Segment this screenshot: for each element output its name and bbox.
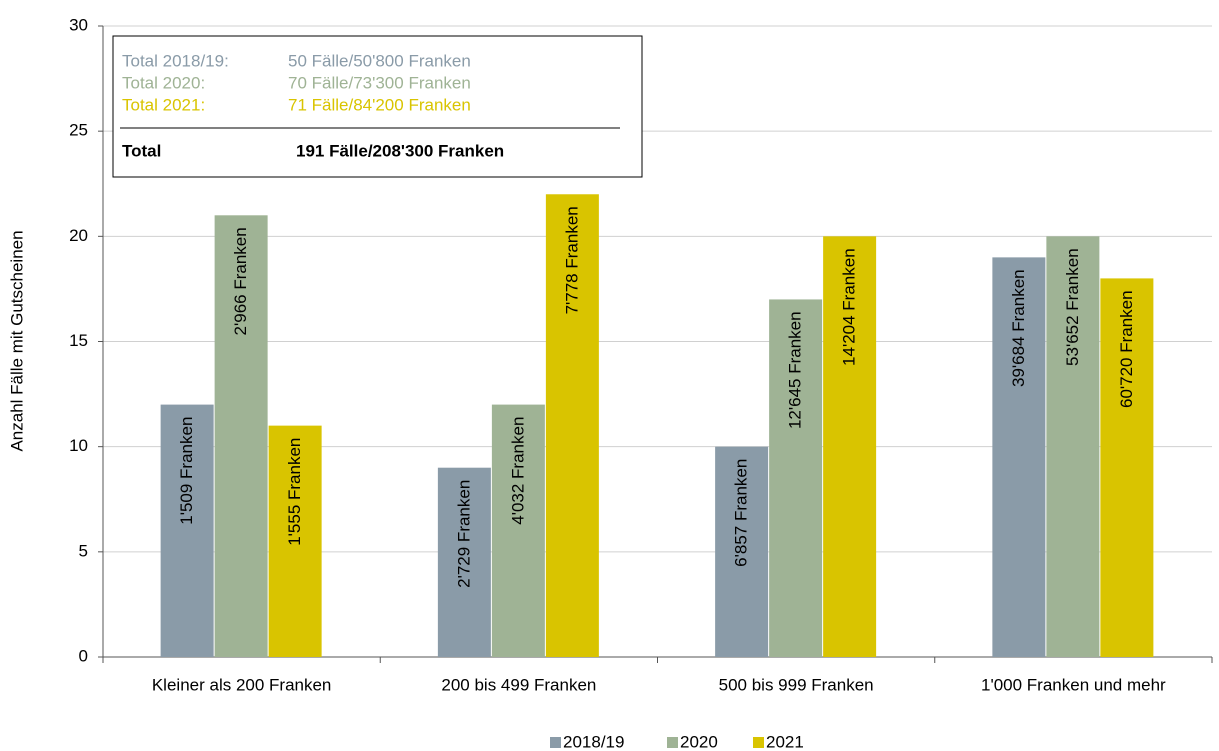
bar	[1100, 278, 1154, 657]
legend-label: 2020	[680, 732, 718, 751]
y-tick-label: 0	[79, 646, 88, 665]
summary-label: Total 2021:	[122, 95, 205, 114]
summary-value: 50 Fälle/50'800 Franken	[288, 51, 471, 70]
summary-value: 70 Fälle/73'300 Franken	[288, 73, 471, 92]
y-tick-label: 20	[69, 226, 88, 245]
summary-label: Total 2018/19:	[122, 51, 229, 70]
bar-label: 6'857 Franken	[732, 459, 751, 567]
x-tick-label: 500 bis 999 Franken	[719, 675, 874, 694]
bar-label: 4'032 Franken	[508, 417, 527, 525]
bar-label: 53'652 Franken	[1063, 248, 1082, 366]
bar-label: 2'729 Franken	[454, 480, 473, 588]
bar	[992, 257, 1046, 657]
bar	[545, 194, 599, 657]
summary-total-value: 191 Fälle/208'300 Franken	[296, 141, 504, 160]
bar-label: 7'778 Franken	[562, 206, 581, 314]
summary-total-label: Total	[122, 141, 161, 160]
bar-label: 1'509 Franken	[177, 417, 196, 525]
y-axis-title: Anzahl Fälle mit Gutscheinen	[7, 230, 26, 451]
bar	[437, 467, 491, 657]
bar-label: 1'555 Franken	[285, 438, 304, 546]
y-tick-label: 10	[69, 436, 88, 455]
summary-value: 71 Fälle/84'200 Franken	[288, 95, 471, 114]
bar	[160, 404, 214, 657]
bar	[769, 299, 823, 657]
bar	[1046, 236, 1100, 658]
y-tick-label: 5	[79, 541, 88, 560]
y-tick-label: 30	[69, 15, 88, 34]
legend-label: 2021	[766, 732, 804, 751]
summary-box	[112, 35, 643, 178]
bar-label: 12'645 Franken	[786, 311, 805, 429]
bar-label: 39'684 Franken	[1009, 269, 1028, 387]
bar	[823, 236, 877, 658]
bar	[268, 425, 322, 657]
bar	[491, 404, 545, 657]
bar	[715, 446, 769, 657]
x-tick-label: 200 bis 499 Franken	[441, 675, 596, 694]
legend-swatch	[753, 737, 764, 748]
bar-label: 2'966 Franken	[231, 227, 250, 335]
summary-label: Total 2020:	[122, 73, 205, 92]
bar-label: 60'720 Franken	[1117, 290, 1136, 408]
legend-swatch	[667, 737, 678, 748]
y-tick-label: 25	[69, 121, 88, 140]
x-tick-label: Kleiner als 200 Franken	[152, 675, 332, 694]
y-tick-label: 15	[69, 331, 88, 350]
legend-label: 2018/19	[563, 732, 624, 751]
legend-swatch	[550, 737, 561, 748]
bar	[214, 215, 268, 658]
x-tick-label: 1'000 Franken und mehr	[981, 675, 1166, 694]
bar-label: 14'204 Franken	[840, 248, 859, 366]
